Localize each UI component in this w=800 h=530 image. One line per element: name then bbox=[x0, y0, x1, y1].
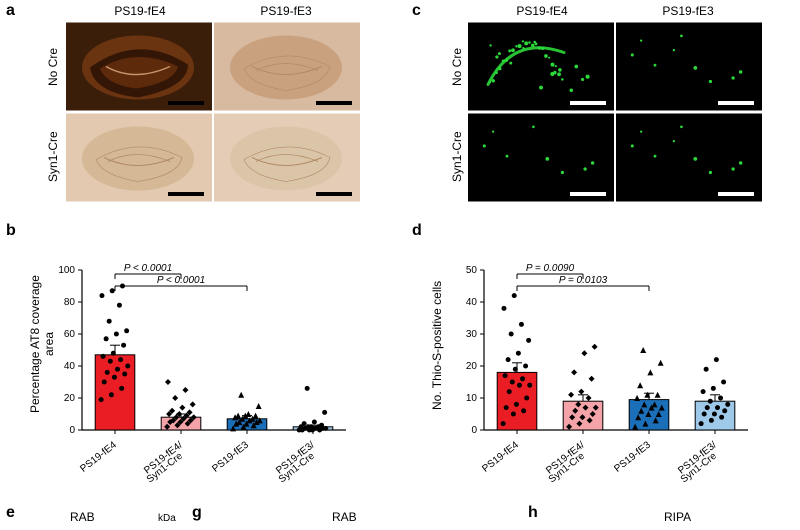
svg-text:10: 10 bbox=[466, 393, 478, 404]
panel-a-top-label-2: PS19-fE3 bbox=[216, 4, 356, 18]
panel-d-chart: No. Thio-S-positive cells 01020304050PS1… bbox=[438, 240, 758, 490]
panel-e-letter: e bbox=[6, 504, 15, 522]
panel-g-label: RAB bbox=[332, 510, 357, 524]
svg-text:0: 0 bbox=[471, 425, 477, 436]
panel-c-top-label-1: PS19-fE4 bbox=[472, 4, 612, 18]
panel-a-side-label-2: Syn1-Cre bbox=[46, 114, 60, 200]
panel-c-side-label-2: Syn1-Cre bbox=[450, 114, 464, 200]
panel-c-img-4 bbox=[616, 113, 762, 202]
svg-text:PS19-fE4: PS19-fE4 bbox=[480, 439, 521, 474]
panel-h-letter: h bbox=[528, 504, 538, 522]
panel-a-letter: a bbox=[6, 2, 15, 20]
svg-text:100: 100 bbox=[58, 265, 75, 276]
svg-text:20: 20 bbox=[64, 393, 76, 404]
svg-text:P < 0.0001: P < 0.0001 bbox=[124, 263, 172, 274]
panel-a-img-2 bbox=[214, 22, 360, 111]
panel-a-side-label-1: No Cre bbox=[46, 24, 60, 110]
panel-c-side-label-1: No Cre bbox=[450, 24, 464, 110]
panel-d-letter: d bbox=[412, 222, 422, 240]
panel-h-label: RIPA bbox=[664, 510, 691, 524]
svg-text:30: 30 bbox=[466, 329, 478, 340]
svg-text:PS19-fE3: PS19-fE3 bbox=[210, 439, 251, 474]
svg-text:80: 80 bbox=[64, 297, 76, 308]
panel-a-top-label-1: PS19-fE4 bbox=[70, 4, 210, 18]
svg-text:PS19-fE4: PS19-fE4 bbox=[78, 439, 119, 474]
svg-text:PS19-fE3: PS19-fE3 bbox=[612, 439, 653, 474]
panel-a-img-3 bbox=[66, 113, 212, 202]
panel-c-img-2 bbox=[616, 22, 762, 111]
panel-c-img-3 bbox=[468, 113, 614, 202]
svg-text:40: 40 bbox=[64, 361, 76, 372]
svg-text:P = 0.0103: P = 0.0103 bbox=[559, 275, 608, 286]
panel-e-label: RAB bbox=[70, 510, 95, 524]
svg-text:P = 0.0090: P = 0.0090 bbox=[526, 263, 575, 274]
svg-text:20: 20 bbox=[466, 361, 478, 372]
svg-text:40: 40 bbox=[466, 297, 478, 308]
svg-text:60: 60 bbox=[64, 329, 76, 340]
panel-a-img-4 bbox=[214, 113, 360, 202]
panel-c-grid bbox=[468, 22, 762, 202]
panel-b-svg: 020406080100PS19-fE4PS19-fE4/Syn1-CrePS1… bbox=[36, 240, 356, 490]
panel-b-letter: b bbox=[6, 222, 16, 240]
panel-a-grid bbox=[66, 22, 360, 202]
panel-g-letter: g bbox=[192, 504, 202, 522]
panel-c-top-label-2: PS19-fE3 bbox=[618, 4, 758, 18]
svg-text:P < 0.0001: P < 0.0001 bbox=[157, 275, 205, 286]
panel-d-svg: 01020304050PS19-fE4PS19-fE4/Syn1-CrePS19… bbox=[438, 240, 758, 490]
panel-c-letter: c bbox=[412, 2, 421, 20]
svg-text:0: 0 bbox=[69, 425, 75, 436]
svg-text:50: 50 bbox=[466, 265, 478, 276]
panel-b-chart: Percentage AT8 coverage area 02040608010… bbox=[36, 240, 356, 490]
panel-e-sublabel: kDa bbox=[158, 513, 176, 524]
panel-a-img-1 bbox=[66, 22, 212, 111]
panel-c-img-1 bbox=[468, 22, 614, 111]
